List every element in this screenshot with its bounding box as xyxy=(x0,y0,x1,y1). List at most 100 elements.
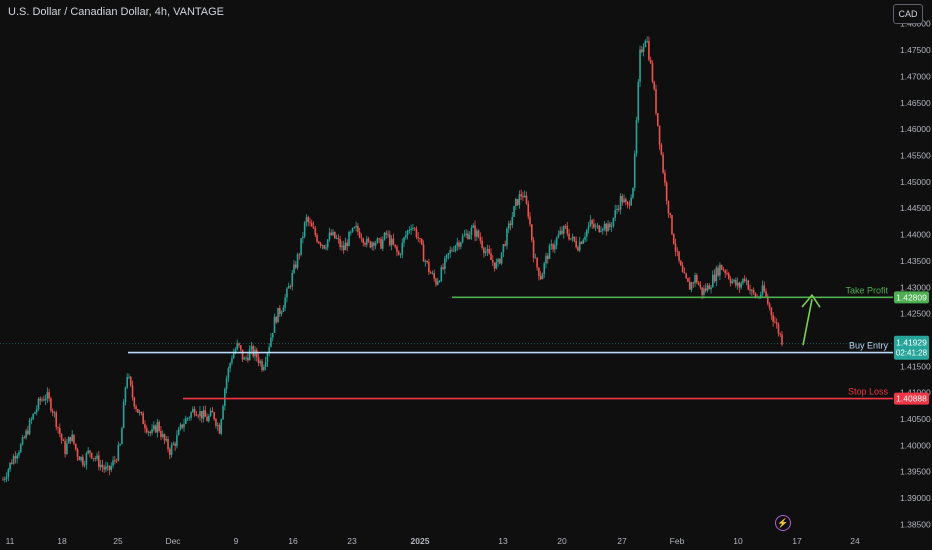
candle-body xyxy=(57,427,59,429)
candle-body xyxy=(85,453,88,465)
candle-body xyxy=(499,259,501,264)
candle-body xyxy=(518,194,521,206)
candle-body xyxy=(129,376,132,386)
candle-body xyxy=(678,251,680,261)
candle-body xyxy=(64,440,66,454)
candle-body xyxy=(424,260,427,262)
candle-body xyxy=(275,316,278,323)
candle-body xyxy=(200,411,203,419)
take-profit-label: Take Profit xyxy=(845,285,888,295)
candle-body xyxy=(522,196,524,198)
candle-body xyxy=(248,349,251,361)
candle-body xyxy=(575,241,577,248)
current-price-label: 1.41929 xyxy=(896,338,927,348)
candle-body xyxy=(303,222,306,237)
candle-body xyxy=(50,398,52,411)
candle-body xyxy=(420,239,423,245)
candle-body xyxy=(463,234,466,237)
candle-body xyxy=(337,238,340,240)
candle-body xyxy=(284,297,286,308)
candle-body xyxy=(392,238,395,245)
candle-body xyxy=(342,245,345,251)
candle-body xyxy=(346,242,349,247)
candle-body xyxy=(323,245,325,249)
candle-body xyxy=(19,444,22,453)
candle-body xyxy=(387,234,389,236)
candle-body xyxy=(349,231,352,233)
candle-body xyxy=(381,239,384,249)
candle-body xyxy=(529,216,531,225)
candle-body xyxy=(704,288,707,291)
candle-body xyxy=(80,456,82,461)
candle-body xyxy=(639,49,641,82)
candle-body xyxy=(53,412,56,414)
time-tick-label: 27 xyxy=(617,536,627,546)
time-tick-label: 10 xyxy=(733,536,743,546)
candle-body xyxy=(358,231,361,238)
candle-body xyxy=(431,273,434,274)
candle-body xyxy=(335,238,338,239)
candle-body xyxy=(593,223,595,228)
candle-body xyxy=(738,282,741,288)
candle-body xyxy=(32,413,34,420)
candle-body xyxy=(412,228,414,230)
candle-body xyxy=(44,398,47,401)
candle-body xyxy=(447,253,450,255)
candle-body xyxy=(475,230,478,237)
candle-body xyxy=(781,334,783,345)
candle-body xyxy=(493,262,496,269)
price-tick-label: 1.46500 xyxy=(900,98,931,108)
candle-body xyxy=(23,437,26,439)
candle-body xyxy=(121,428,123,445)
candle-body xyxy=(302,236,304,239)
candle-body xyxy=(644,40,647,47)
candle-body xyxy=(380,238,382,249)
candle-body xyxy=(39,398,42,401)
candle-body xyxy=(62,439,65,441)
candle-body xyxy=(497,259,499,262)
candle-body xyxy=(607,223,609,232)
candle-body xyxy=(552,244,554,250)
candle-body xyxy=(294,264,297,268)
candle-body xyxy=(376,238,379,243)
candle-body xyxy=(241,349,244,360)
candle-body xyxy=(216,424,219,426)
candle-body xyxy=(454,245,457,251)
flash-icon[interactable]: ⚡ xyxy=(775,515,791,531)
candle-body xyxy=(426,260,428,263)
candle-body xyxy=(775,322,778,325)
candle-body xyxy=(727,273,730,279)
candle-body xyxy=(752,289,755,294)
candle-body xyxy=(98,455,100,467)
candle-body xyxy=(112,460,114,466)
candle-body xyxy=(199,411,201,417)
candle-body xyxy=(500,252,503,264)
candle-body xyxy=(632,187,634,198)
candle-body xyxy=(293,264,295,274)
time-tick-label: 16 xyxy=(288,536,298,546)
candle-body xyxy=(456,242,459,246)
candle-body xyxy=(626,201,629,205)
candle-body xyxy=(316,235,318,242)
candle-body xyxy=(759,294,762,298)
time-tick-label: 13 xyxy=(498,536,508,546)
candle-body xyxy=(571,236,574,239)
candle-body xyxy=(717,267,719,276)
candle-body xyxy=(436,281,439,285)
candle-body xyxy=(532,240,535,258)
candle-body xyxy=(555,237,558,246)
candle-body xyxy=(564,226,567,227)
candle-body xyxy=(534,257,537,259)
candle-body xyxy=(389,234,391,246)
candle-body xyxy=(568,233,570,240)
candle-body xyxy=(539,276,542,280)
candle-body xyxy=(491,260,494,263)
candle-body xyxy=(170,445,173,455)
currency-button[interactable]: CAD xyxy=(893,4,923,24)
candle-body xyxy=(263,367,265,371)
candle-body xyxy=(273,316,276,333)
candle-body xyxy=(257,357,260,364)
candle-body xyxy=(153,425,155,430)
